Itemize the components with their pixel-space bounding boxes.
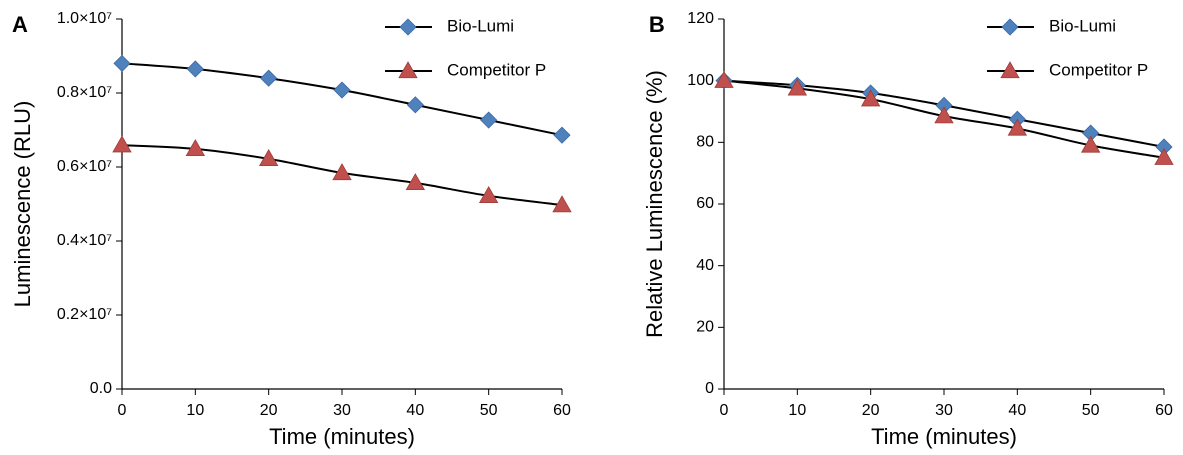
x-tick-label: 50 bbox=[1082, 402, 1100, 419]
x-tick-label: 10 bbox=[788, 402, 806, 419]
legend-label: Bio-Lumi bbox=[1049, 16, 1116, 35]
chart-panel: B 0 20 40 60 80 100 120 0 10 20 30 40 50 60 Time (minut… bbox=[642, 10, 1173, 449]
marker-triangle bbox=[714, 70, 734, 88]
x-tick-label: 40 bbox=[1008, 402, 1026, 419]
marker-triangle bbox=[332, 163, 352, 181]
marker-triangle bbox=[1080, 135, 1101, 153]
marker-triangle bbox=[258, 149, 279, 167]
x-tick-label: 10 bbox=[186, 402, 204, 419]
panel-label: B bbox=[649, 12, 665, 37]
marker-diamond bbox=[480, 111, 498, 129]
y-tick-label: 20 bbox=[696, 319, 714, 336]
panel-label: A bbox=[12, 12, 28, 37]
x-tick-label: 30 bbox=[935, 402, 953, 419]
marker-triangle bbox=[1154, 147, 1174, 165]
y-tick-label: 0 bbox=[705, 380, 714, 397]
marker-diamond bbox=[406, 96, 424, 114]
legend-label: Competitor P bbox=[447, 60, 546, 79]
x-tick-label: 20 bbox=[260, 402, 278, 419]
y-tick-label: 0.0 bbox=[90, 380, 112, 397]
chart-panel: A 0.0 0.2×10⁷ 0.4×10⁷ 0.6×10⁷ 0.8×10⁷ 1.0×10⁷ 0… bbox=[10, 10, 571, 449]
marker-triangle bbox=[787, 78, 808, 96]
y-tick-label: 0.4×10⁷ bbox=[57, 232, 112, 249]
x-axis-title: Time (minutes) bbox=[269, 424, 415, 449]
y-tick-label: 1.0×10⁷ bbox=[57, 10, 112, 27]
legend-marker bbox=[1001, 18, 1019, 36]
x-axis-title: Time (minutes) bbox=[871, 424, 1017, 449]
x-tick-label: 30 bbox=[333, 402, 351, 419]
x-tick-label: 50 bbox=[480, 402, 498, 419]
legend-marker bbox=[1000, 61, 1020, 79]
y-tick-label: 40 bbox=[696, 257, 714, 274]
y-tick-label: 0.6×10⁷ bbox=[57, 158, 112, 175]
y-tick-label: 60 bbox=[696, 195, 714, 212]
x-tick-label: 40 bbox=[406, 402, 424, 419]
x-tick-label: 60 bbox=[553, 402, 571, 419]
legend-label: Bio-Lumi bbox=[447, 16, 514, 35]
y-tick-label: 120 bbox=[687, 10, 714, 27]
y-tick-label: 80 bbox=[696, 134, 714, 151]
marker-diamond bbox=[333, 81, 351, 99]
y-tick-label: 100 bbox=[687, 72, 714, 89]
marker-triangle bbox=[185, 139, 206, 157]
marker-diamond bbox=[186, 60, 204, 78]
x-tick-label: 0 bbox=[118, 402, 127, 419]
x-tick-label: 20 bbox=[862, 402, 880, 419]
marker-triangle bbox=[860, 89, 881, 107]
marker-triangle bbox=[112, 135, 132, 153]
y-axis-title: Relative Luminescence (%) bbox=[642, 70, 667, 338]
marker-diamond bbox=[113, 54, 131, 72]
y-axis-title: Luminescence (RLU) bbox=[10, 101, 35, 308]
x-tick-label: 60 bbox=[1155, 402, 1173, 419]
marker-triangle bbox=[552, 195, 572, 213]
y-tick-label: 0.8×10⁷ bbox=[57, 84, 112, 101]
marker-triangle bbox=[934, 106, 954, 124]
marker-triangle bbox=[1007, 118, 1028, 136]
x-tick-label: 0 bbox=[720, 402, 729, 419]
marker-triangle bbox=[478, 186, 499, 204]
marker-diamond bbox=[260, 69, 278, 87]
marker-diamond bbox=[553, 126, 571, 144]
marker-triangle bbox=[405, 173, 426, 191]
legend-marker bbox=[399, 18, 417, 36]
y-tick-label: 0.2×10⁷ bbox=[57, 306, 112, 323]
legend-label: Competitor P bbox=[1049, 60, 1148, 79]
legend-marker bbox=[398, 61, 418, 79]
